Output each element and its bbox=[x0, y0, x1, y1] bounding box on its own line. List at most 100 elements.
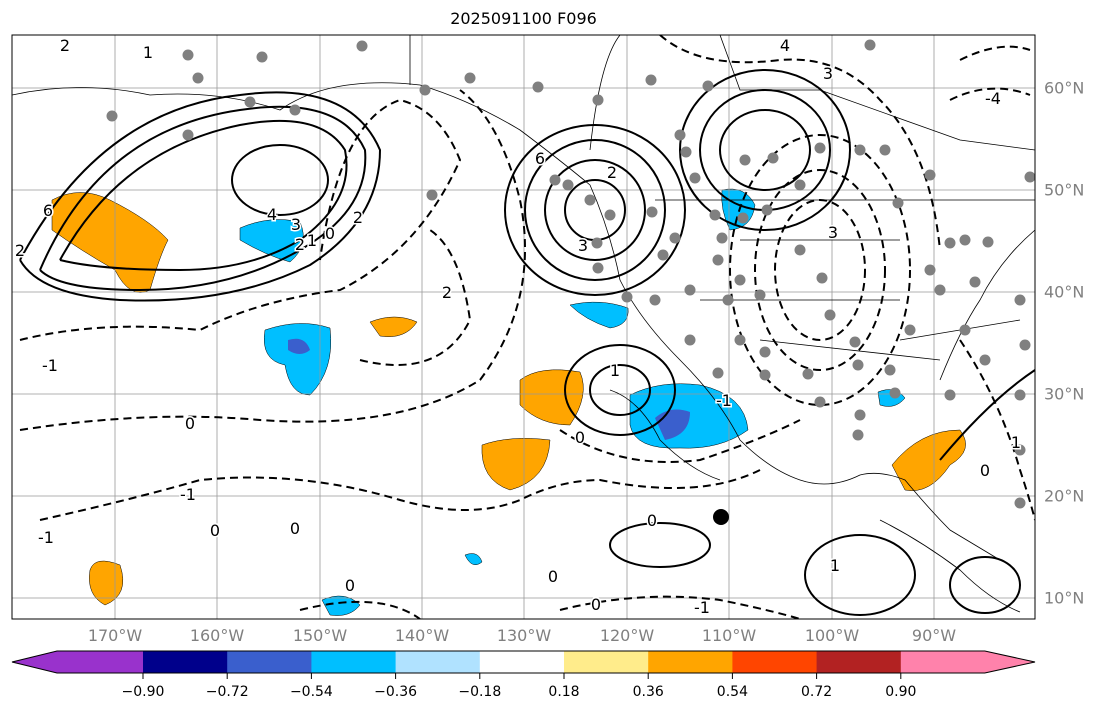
colorbar-tick-label: 0.90 bbox=[885, 684, 917, 700]
station-dot bbox=[934, 284, 946, 296]
station-dot bbox=[1024, 171, 1035, 183]
station-dot bbox=[959, 324, 971, 336]
orange-blob bbox=[369, 316, 418, 337]
station-dot bbox=[256, 51, 268, 63]
contour-label: 2 bbox=[295, 235, 305, 254]
latitude-label: 50°N bbox=[1044, 180, 1085, 200]
contour-label: 6 bbox=[43, 201, 53, 220]
station-dot bbox=[182, 129, 194, 141]
contour-label: 3 bbox=[828, 223, 838, 242]
station-dot bbox=[244, 96, 256, 108]
contour-label: 1 bbox=[143, 43, 153, 62]
station-dot bbox=[892, 197, 904, 209]
contour-label: -1 bbox=[694, 598, 710, 617]
contour-label: 2 bbox=[607, 163, 617, 182]
station-dot bbox=[814, 396, 826, 408]
station-dot bbox=[689, 172, 701, 184]
colorbar-segment bbox=[648, 651, 733, 673]
station-dot bbox=[889, 387, 901, 399]
station-dot bbox=[712, 254, 724, 266]
station-dot bbox=[734, 334, 746, 346]
contour-label: 0 bbox=[575, 428, 585, 447]
station-dot bbox=[979, 354, 991, 366]
contour-label: 0 bbox=[980, 461, 990, 480]
contour-label: 3 bbox=[578, 236, 588, 255]
station-dot bbox=[864, 39, 876, 51]
station-dot bbox=[852, 429, 864, 441]
station-dot bbox=[646, 206, 658, 218]
contour-label: 0 bbox=[345, 576, 355, 595]
station-dot bbox=[584, 194, 596, 206]
station-dot bbox=[289, 104, 301, 116]
station-dot bbox=[649, 294, 661, 306]
station-dot bbox=[702, 80, 714, 92]
station-dot bbox=[669, 232, 681, 244]
colorbar-tick-label: 0.72 bbox=[801, 684, 833, 700]
contours-solid bbox=[19, 69, 1035, 616]
station-dot bbox=[849, 336, 861, 348]
station-dot bbox=[192, 72, 204, 84]
contour-label: 6 bbox=[535, 149, 545, 168]
station-dot bbox=[604, 209, 616, 221]
colorbar-segment bbox=[479, 651, 565, 673]
blue-blob bbox=[239, 219, 304, 263]
contour-label: 3 bbox=[823, 64, 833, 83]
station-dot bbox=[884, 364, 896, 376]
contour-label: -1 bbox=[716, 391, 732, 410]
station-dot bbox=[759, 346, 771, 358]
map-title: 2025091100 F096 bbox=[450, 9, 597, 28]
blue-blob bbox=[263, 323, 331, 396]
contour-label: 0 bbox=[185, 414, 195, 433]
station-dot bbox=[824, 309, 836, 321]
station-dot bbox=[182, 49, 194, 61]
graticule bbox=[12, 35, 1035, 619]
station-dot bbox=[816, 272, 828, 284]
longitude-label: 160°W bbox=[189, 626, 245, 645]
colorbar-segment bbox=[143, 651, 228, 673]
contour-label: -1 bbox=[38, 528, 54, 547]
station-dot bbox=[591, 237, 603, 249]
colorbar-segment bbox=[816, 651, 902, 673]
station-dot bbox=[944, 237, 956, 249]
longitude-label: 150°W bbox=[292, 626, 348, 645]
station-dot bbox=[549, 174, 561, 186]
contour-label: 0 bbox=[591, 595, 601, 614]
station-dot bbox=[684, 284, 696, 296]
station-dot bbox=[802, 368, 814, 380]
latitude-label: 10°N bbox=[1044, 588, 1085, 608]
colorbar-tick-label: −0.90 bbox=[121, 684, 165, 700]
station-dot bbox=[645, 74, 657, 86]
colorbar-tick-label: −0.72 bbox=[205, 684, 249, 700]
station-dots bbox=[106, 39, 1035, 509]
station-dot bbox=[759, 369, 771, 381]
longitude-label: 140°W bbox=[394, 626, 450, 645]
colorbar-extend-max bbox=[900, 651, 1035, 673]
colorbar-segment bbox=[732, 651, 818, 673]
station-dot bbox=[592, 94, 604, 106]
darkblue-blob bbox=[288, 338, 310, 354]
latitude-label: 20°N bbox=[1044, 486, 1085, 506]
contour-label: 4 bbox=[780, 36, 790, 55]
station-dot bbox=[959, 234, 971, 246]
station-dot bbox=[854, 409, 866, 421]
station-dot bbox=[426, 189, 438, 201]
station-dot bbox=[924, 264, 936, 276]
station-dot bbox=[709, 209, 721, 221]
station-dot bbox=[680, 146, 692, 158]
station-dot bbox=[904, 324, 916, 336]
station-dot bbox=[684, 334, 696, 346]
contour-label: 1 bbox=[610, 361, 620, 380]
contour-label: 0 bbox=[548, 567, 558, 586]
station-dot bbox=[106, 110, 118, 122]
station-dot bbox=[969, 276, 981, 288]
orange-blob bbox=[89, 560, 124, 606]
station-dot bbox=[814, 142, 826, 154]
longitude-label: 120°W bbox=[599, 626, 655, 645]
contour-label: -1 bbox=[180, 485, 196, 504]
contour-label: 0 bbox=[210, 521, 220, 540]
station-dot bbox=[767, 152, 779, 164]
station-dot bbox=[621, 291, 633, 303]
